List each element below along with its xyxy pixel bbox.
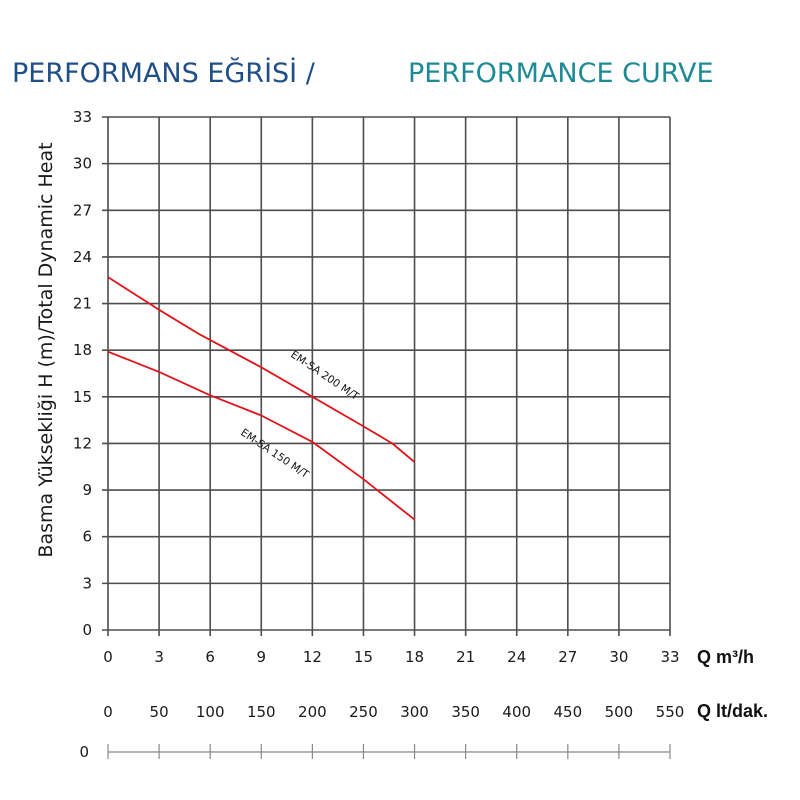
secondary-x-axis-unit-label: Q lt/dak. (697, 701, 768, 721)
y-tick-label: 18 (73, 341, 92, 359)
y-axis-title: Basma Yüksekliği H (m)/Total Dynamic Hea… (35, 142, 57, 557)
y-tick-label: 27 (73, 201, 92, 219)
x-tick-label: 3 (154, 648, 164, 666)
x-tick-label: 12 (303, 648, 322, 666)
x-tick-label: 30 (609, 648, 628, 666)
x-tick-label: 0 (103, 648, 113, 666)
secondary-x-tick-label: 200 (298, 703, 327, 721)
y-axis-ticks: 0 3 6 9 12 15 18 21 24 27 30 33 (73, 108, 92, 639)
y-tick-label: 15 (73, 388, 92, 406)
y-tick-label: 6 (82, 528, 92, 546)
chart-grid (102, 116, 671, 636)
secondary-x-tick-label: 350 (451, 703, 480, 721)
secondary-x-tick-label: 100 (196, 703, 225, 721)
secondary-axis-zero-label: 0 (79, 743, 89, 761)
y-tick-label: 0 (82, 621, 92, 639)
chart-title-turkish: PERFORMANS EĞRİSİ / (12, 58, 315, 89)
y-tick-label: 24 (73, 248, 92, 266)
x-tick-label: 27 (558, 648, 577, 666)
curve-line-em-sa-200 (107, 276, 416, 463)
secondary-x-tick-label: 450 (553, 703, 582, 721)
y-tick-label: 33 (73, 108, 92, 126)
x-axis-unit-label: Q m³/h (697, 647, 754, 667)
y-tick-label: 3 (82, 574, 92, 592)
curve-line-em-sa-150 (107, 350, 416, 521)
secondary-x-tick-label: 500 (605, 703, 634, 721)
x-tick-label: 18 (405, 648, 424, 666)
x-tick-label: 24 (507, 648, 526, 666)
y-tick-label: 30 (73, 155, 92, 173)
y-tick-label: 9 (82, 481, 92, 499)
secondary-x-tick-label: 50 (150, 703, 169, 721)
x-tick-label: 15 (354, 648, 373, 666)
secondary-x-axis-ticks: 0 50 100 150 200 250 300 350 400 450 500 550 (103, 703, 684, 721)
y-tick-label: 12 (73, 434, 92, 452)
secondary-x-tick-label: 400 (502, 703, 531, 721)
secondary-x-tick-label: 0 (103, 703, 113, 721)
curve-label-em-sa-200: EM-SA 200 M/T (288, 349, 361, 404)
x-tick-label: 9 (256, 648, 266, 666)
y-tick-label: 21 (73, 295, 92, 313)
secondary-axis-ruler (107, 744, 671, 759)
x-tick-label: 33 (660, 648, 679, 666)
x-tick-label: 21 (456, 648, 475, 666)
x-tick-label: 6 (205, 648, 215, 666)
chart-title-english: PERFORMANCE CURVE (408, 58, 714, 89)
x-axis-ticks: 0 3 6 9 12 15 18 21 24 27 30 33 (103, 648, 679, 666)
secondary-x-tick-label: 150 (247, 703, 276, 721)
secondary-x-tick-label: 300 (400, 703, 429, 721)
secondary-x-tick-label: 550 (656, 703, 685, 721)
secondary-x-tick-label: 250 (349, 703, 378, 721)
